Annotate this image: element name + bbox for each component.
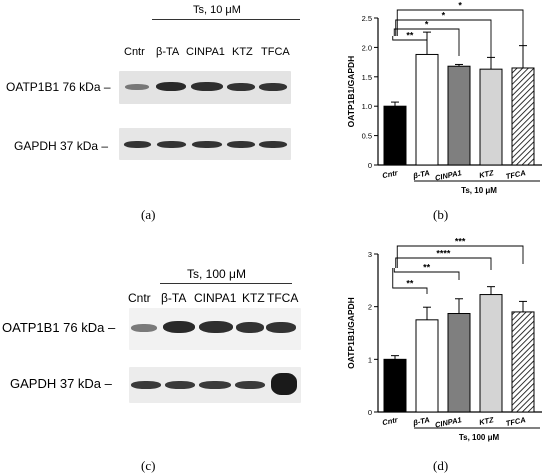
y-tick-label: 1.5 <box>362 73 372 82</box>
panel-a-treatment-label: Ts, 10 μM <box>193 4 241 16</box>
y-tick-label: 0 <box>368 408 372 417</box>
panel-c-treatment-bracket <box>160 283 292 284</box>
blot-band <box>125 84 149 90</box>
bar <box>383 105 407 166</box>
x-tick-label: Cntr <box>381 415 399 427</box>
blot-band <box>227 141 255 148</box>
panel-a-oatp1b1-label: OATP1B1 76 kDa – <box>6 80 111 94</box>
significance-bracket <box>393 28 460 56</box>
chart-b: 0 0.5 1.0 1.5 2.0 2.5 OATP1B1/GAPDH Cntr β-TA CIN… <box>346 1 542 195</box>
bar <box>415 53 439 166</box>
panel-c-lane-bta: β-TA <box>161 291 187 305</box>
panel-c-caption: (c) <box>141 458 156 473</box>
blot-band <box>235 381 265 389</box>
bar <box>383 358 407 413</box>
panel-a-lane-bta: β-TA <box>156 46 180 58</box>
significance-stars: ** <box>406 279 414 289</box>
x-tick-label: Cntr <box>381 168 399 180</box>
panel-a-caption: (a) <box>141 207 156 222</box>
blot-band <box>259 141 287 148</box>
y-tick-label: 2.0 <box>362 43 372 52</box>
y-tick-label: 0.5 <box>362 132 372 141</box>
x-tick-label: TFCA <box>505 415 526 428</box>
y-tick-label: 0 <box>368 161 372 170</box>
significance-stars: * <box>442 11 446 21</box>
bar <box>415 319 439 413</box>
x-tick-label: CINPA1 <box>434 415 462 429</box>
panel-c-lane-cinpa1: CINPA1 <box>194 291 237 305</box>
significance-bracket <box>392 36 428 46</box>
y-tick-label: 3 <box>368 250 372 259</box>
x-tick-label: β-TA <box>411 168 430 180</box>
blot-band <box>124 141 151 148</box>
y-tick-label: 1.0 <box>362 102 372 111</box>
blot-band <box>156 82 186 91</box>
blot-band <box>131 381 161 389</box>
x-tick-label: TFCA <box>505 168 526 181</box>
blot-band <box>191 82 223 91</box>
bar <box>447 313 471 413</box>
blot-band <box>259 83 287 91</box>
blot-band <box>236 322 264 333</box>
blot-band <box>131 324 157 332</box>
panel-b-caption: (b) <box>433 207 449 222</box>
x-tick-label: KTZ <box>478 168 495 180</box>
y-tick-label: 1 <box>368 355 372 364</box>
panel-c-gapdh-blot <box>129 367 301 403</box>
y-axis-label: OATP1B1/GAPDH <box>346 297 356 369</box>
bar <box>511 67 535 166</box>
blot-band <box>271 373 297 395</box>
y-tick-label: 2 <box>368 303 372 312</box>
bar <box>479 294 503 413</box>
panel-a-gapdh-label: GAPDH 37 kDa – <box>14 139 109 153</box>
y-axis-label: OATP1B1/GAPDH <box>346 56 356 128</box>
blot-band <box>266 322 296 333</box>
bar <box>479 68 503 166</box>
panel-a-oatp1b1-blot <box>119 71 291 104</box>
significance-bracket <box>392 268 428 294</box>
x-axis-label: Ts, 10 μM <box>461 186 497 195</box>
x-tick-label: KTZ <box>478 415 495 427</box>
significance-bracket <box>395 19 492 64</box>
panel-c-lane-ktz: KTZ <box>242 291 265 305</box>
significance-bracket <box>396 245 524 268</box>
significance-bracket <box>395 257 492 270</box>
panel-d-caption: (d) <box>433 458 449 473</box>
panel-c-treatment-label: Ts, 100 μM <box>187 267 246 281</box>
panel-c-oatp1b1-blot <box>129 308 301 350</box>
panel-a-treatment-bracket <box>152 19 300 20</box>
panel-c-lane-tfca: TFCA <box>267 291 299 305</box>
panel-a-gapdh-blot <box>119 128 291 160</box>
blot-band <box>157 141 186 148</box>
significance-stars: * <box>425 20 429 30</box>
significance-bracket <box>393 268 460 280</box>
panel-c-oatp1b1-label: OATP1B1 76 kDa – <box>2 320 116 335</box>
chart-d: 0 1 2 3 OATP1B1/GAPDH Cntr β-TA CINPA1 KTZ TFCA Ts… <box>346 237 542 442</box>
blot-band <box>199 381 231 389</box>
significance-stars: ** <box>406 31 414 41</box>
x-tick-label: CINPA1 <box>434 168 462 182</box>
panel-a-lane-tfca: TFCA <box>261 46 290 58</box>
panel-a-lane-cinpa1: CINPA1 <box>186 46 225 58</box>
panel-c-lane-cntr: Cntr <box>128 291 151 305</box>
significance-stars: * <box>458 1 462 11</box>
panel-c-gapdh-label: GAPDH 37 kDa – <box>10 376 112 391</box>
significance-stars: **** <box>436 249 451 259</box>
blot-band <box>192 141 222 148</box>
panel-a-lane-cntr: Cntr <box>124 46 145 58</box>
significance-bracket <box>396 9 524 62</box>
significance-stars: ** <box>423 263 431 273</box>
blot-band <box>163 321 195 333</box>
x-axis-label: Ts, 100 μM <box>459 433 500 442</box>
panel-a-lane-ktz: KTZ <box>232 46 253 58</box>
bar <box>511 311 535 413</box>
significance-stars: *** <box>455 237 466 247</box>
y-tick-label: 2.5 <box>362 14 372 23</box>
x-tick-label: β-TA <box>411 415 430 427</box>
blot-band <box>165 381 195 389</box>
blot-band <box>199 321 233 333</box>
bar <box>447 65 471 166</box>
blot-band <box>227 83 255 91</box>
